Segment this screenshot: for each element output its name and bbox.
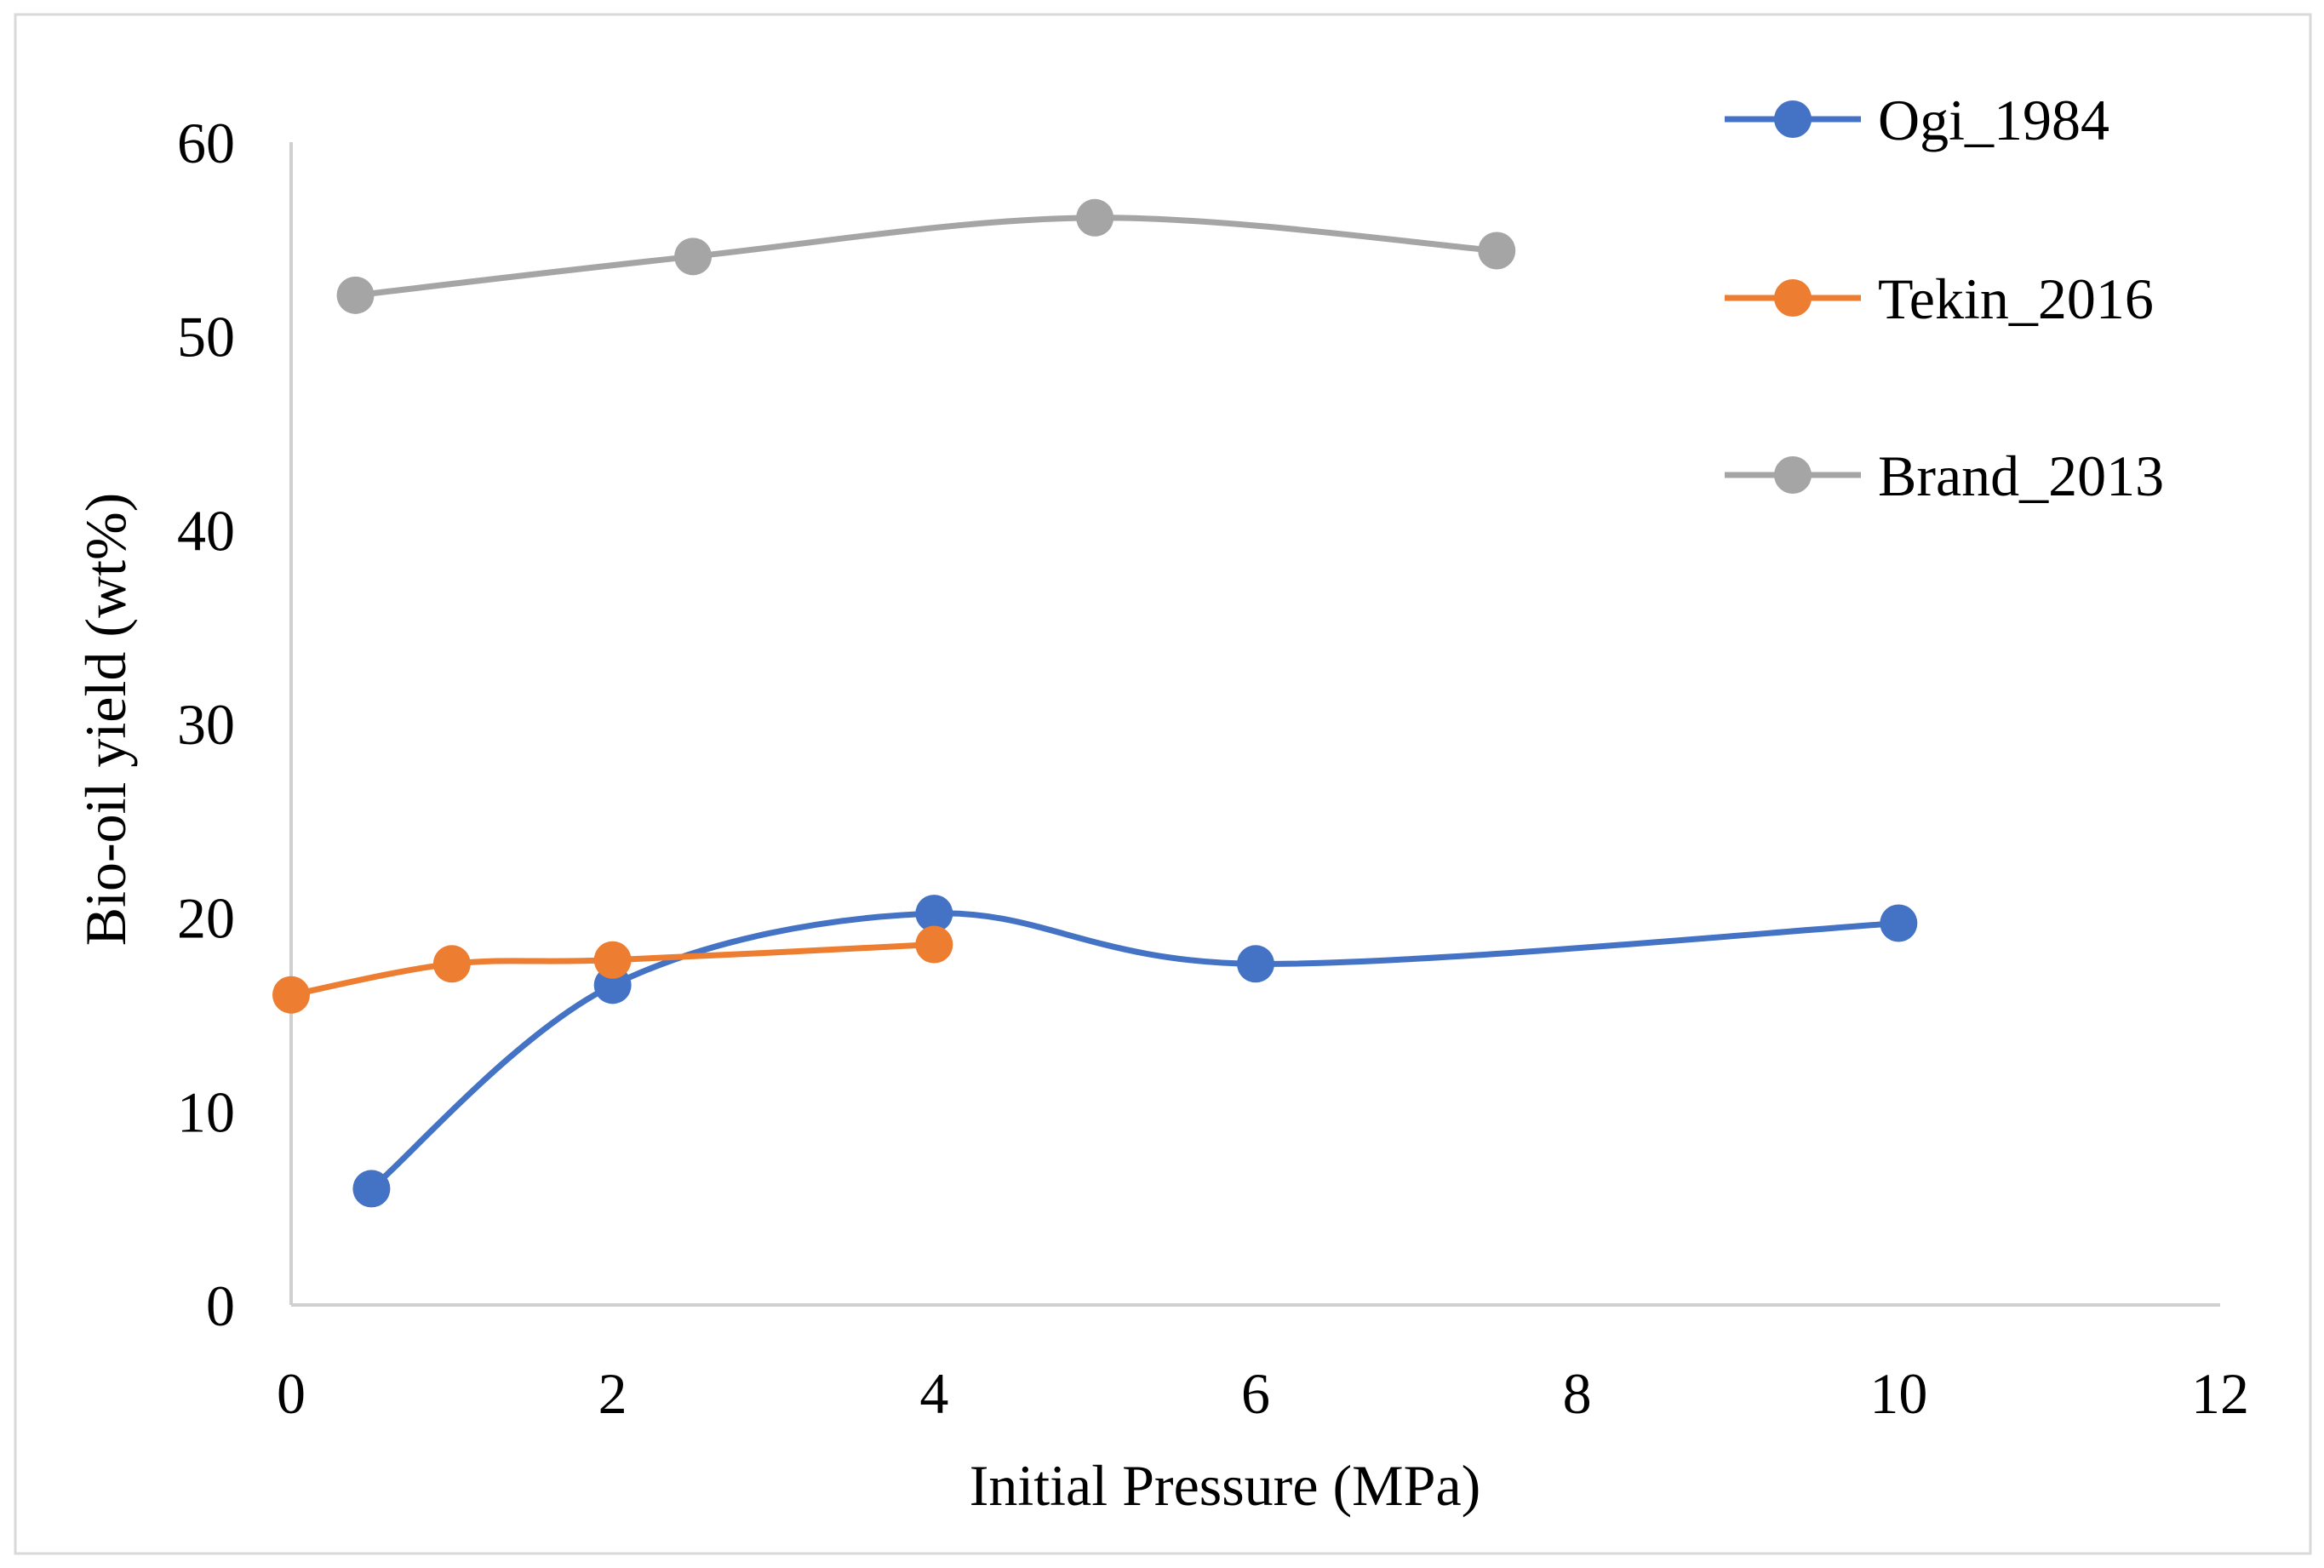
y-axis-title: Bio-oil yield (wt%): [73, 493, 138, 947]
series-line-tekin-2016: [288, 941, 937, 999]
data-point-tekin-2016: [432, 945, 471, 983]
data-point-brand-2013: [336, 276, 375, 314]
x-tick-label: 8: [1563, 1361, 1592, 1426]
chart-border: [14, 13, 2312, 1555]
y-tick-label: 0: [206, 1273, 235, 1338]
data-point-tekin-2016: [593, 941, 632, 979]
axes: 0 10 20 30 40 50 60 0 2 4 6 8 10 12: [177, 111, 2249, 1426]
data-point-tekin-2016: [272, 976, 310, 1014]
y-tick-label: 30: [177, 692, 235, 757]
x-tick-label: 2: [598, 1361, 627, 1426]
series-lines: [288, 215, 1902, 1192]
data-point-brand-2013: [1076, 198, 1114, 237]
series-markers: [272, 198, 1918, 1208]
legend-swatch-marker: [1774, 456, 1812, 494]
legend: Ogi_1984 Tekin_2016 Brand_2013: [1725, 88, 2164, 508]
legend-swatch-marker: [1774, 279, 1812, 317]
y-tick-label: 10: [177, 1079, 235, 1144]
data-point-brand-2013: [674, 237, 713, 276]
x-axis-title: Initial Pressure (MPa): [970, 1453, 1481, 1518]
x-tick-label: 10: [1869, 1361, 1927, 1426]
x-tick-label: 6: [1241, 1361, 1270, 1426]
data-point-ogi-1984: [915, 895, 953, 933]
data-point-ogi-1984: [1237, 945, 1274, 983]
y-tick-label: 50: [177, 305, 235, 369]
legend-swatch-marker: [1774, 100, 1812, 138]
series-line-ogi-1984: [368, 910, 1902, 1192]
data-point-ogi-1984: [1880, 904, 1918, 942]
x-tick-label: 0: [277, 1361, 306, 1426]
x-tick-label: 12: [2191, 1361, 2249, 1426]
data-point-tekin-2016: [915, 925, 953, 964]
legend-label: Tekin_2016: [1878, 266, 2154, 331]
legend-label: Brand_2013: [1878, 444, 2164, 508]
y-tick-label: 20: [177, 886, 235, 951]
y-tick-label: 60: [177, 111, 235, 175]
y-tick-label: 40: [177, 498, 235, 563]
legend-entry-brand-2013: Brand_2013: [1725, 444, 2164, 508]
series-line-brand-2013: [352, 215, 1500, 299]
data-point-ogi-1984: [352, 1170, 391, 1208]
legend-label: Ogi_1984: [1878, 88, 2109, 152]
legend-entry-ogi-1984: Ogi_1984: [1725, 88, 2109, 152]
legend-entry-tekin-2016: Tekin_2016: [1725, 266, 2154, 331]
x-tick-label: 4: [919, 1361, 948, 1426]
data-point-brand-2013: [1478, 232, 1516, 270]
